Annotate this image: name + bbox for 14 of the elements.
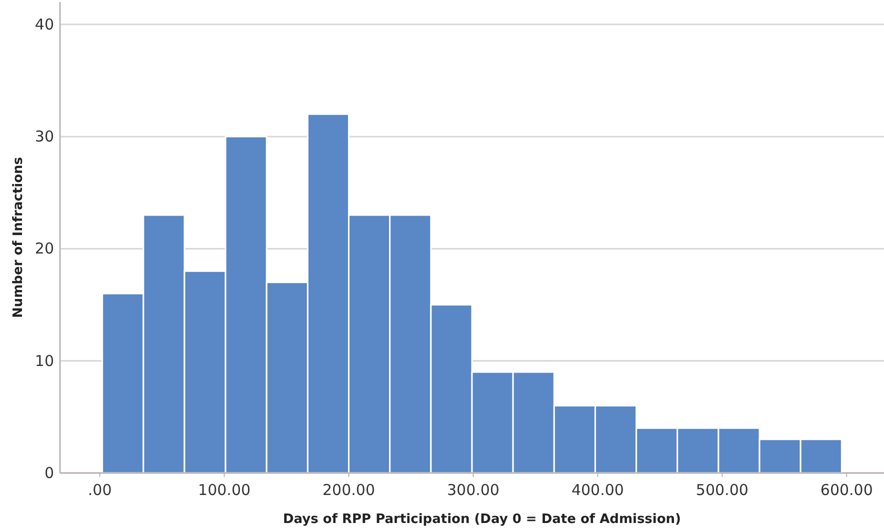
- y-tick-label: 10: [34, 352, 54, 370]
- x-axis-title: Days of RPP Participation (Day 0 = Date of Admission): [282, 512, 682, 527]
- y-tick-label: 30: [34, 128, 54, 146]
- y-tick-label: 0: [44, 464, 54, 482]
- x-tick-label: 500.00: [696, 481, 748, 499]
- x-tick-label: 200.00: [322, 481, 376, 499]
- y-axis-title: Number of Infractions: [11, 156, 26, 318]
- x-tick-label: .00: [88, 481, 112, 499]
- y-tick-label: 40: [34, 15, 54, 34]
- x-tick-label: 400.00: [571, 481, 624, 499]
- x-tick-label: 600.00: [820, 481, 873, 499]
- x-tick-label: 300.00: [446, 481, 500, 499]
- y-tick-label: 20: [34, 240, 54, 258]
- x-tick-label: 100.00: [198, 481, 251, 499]
